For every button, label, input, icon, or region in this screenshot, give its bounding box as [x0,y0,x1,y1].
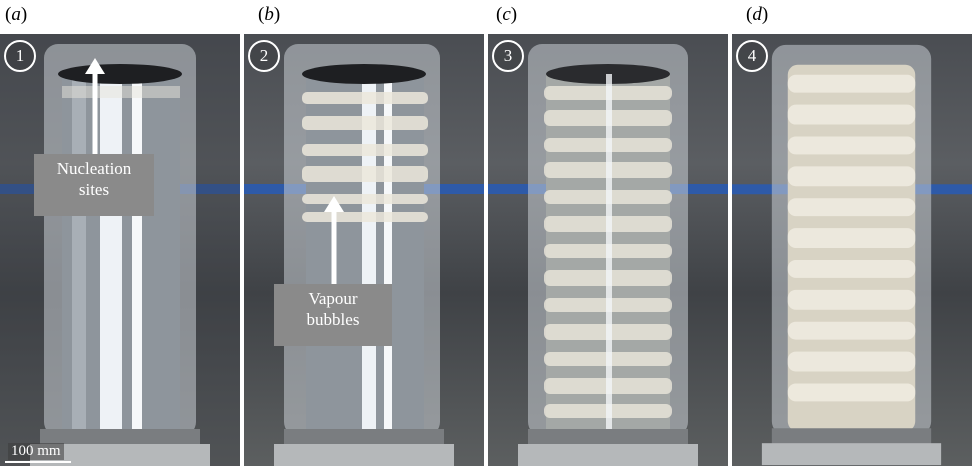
cylinder-photo-b [244,44,484,466]
scale-bar-label: 100 mm [8,443,64,460]
step-badge-3: 3 [492,40,524,72]
step-badge-1: 1 [4,40,36,72]
photo-panel-c: 3 [488,34,728,466]
step-badge-4: 4 [736,40,768,72]
nucleation-sites-callout: Nucleation sites [34,154,154,216]
panel-label-c: (c) [496,4,518,25]
panel-label-b: (b) [258,4,281,25]
step-badge-2: 2 [248,40,280,72]
photo-panel-d: 4 [732,34,972,466]
cylinder-photo-c [488,44,728,466]
panel-label-a: (a) [5,4,28,25]
photo-panel-b: 2 Vapour bubbles [244,34,484,466]
cylinder-photo-d [732,44,972,466]
scale-bar [5,461,71,463]
cylinder-photo-a [0,34,240,466]
panel-label-d: (d) [746,4,769,25]
photo-panel-a: 1 Nucleation sites 100 mm [0,34,240,466]
vapour-bubbles-callout: Vapour bubbles [274,284,392,346]
